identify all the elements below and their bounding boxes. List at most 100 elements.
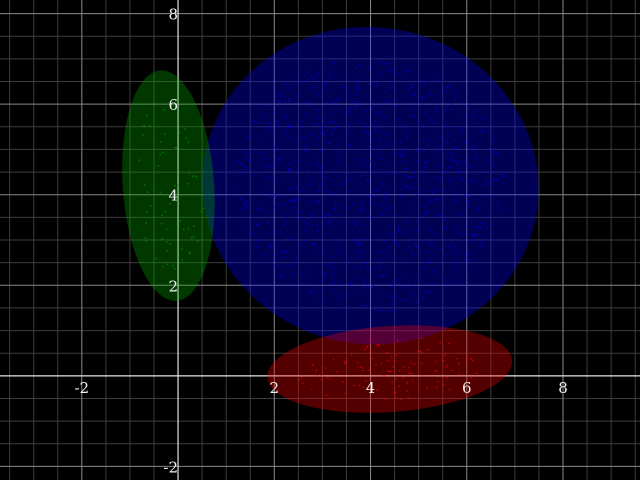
data-point [377,344,380,346]
data-point [290,198,293,201]
data-point [412,212,414,215]
data-point [322,90,325,93]
data-point [277,158,280,161]
data-point [362,74,365,77]
data-point [295,199,297,201]
data-point [420,253,422,255]
data-point [420,351,423,354]
data-point [428,94,431,96]
data-point [169,202,171,205]
data-point [256,223,259,226]
data-point [478,234,480,236]
data-point [451,133,453,136]
data-point [404,185,406,187]
data-point [349,191,351,193]
data-point [473,233,476,236]
data-point [288,83,291,86]
data-point [164,210,167,213]
data-point [160,222,163,225]
data-point [367,133,370,136]
data-point [453,201,456,204]
data-point [395,354,398,356]
data-point [323,223,326,226]
data-point [366,346,369,348]
data-point [462,102,465,104]
data-point [384,241,386,244]
data-point [388,232,391,235]
data-point [423,267,426,270]
data-point [431,283,433,286]
data-point [441,359,444,361]
data-point [246,207,249,209]
data-point [260,141,263,144]
data-point [333,207,336,210]
data-point [328,95,331,98]
data-point [294,140,297,143]
data-point [390,225,392,228]
data-point [458,232,460,234]
data-point [330,122,332,125]
data-point [389,283,391,286]
data-point [157,165,160,167]
data-point [366,115,369,118]
data-point [257,208,260,210]
data-point [326,129,329,132]
data-point [293,206,296,208]
data-point [410,83,413,86]
data-point [457,170,460,173]
data-point [396,67,399,70]
data-point [472,116,474,118]
data-point [174,184,176,187]
data-point [381,275,383,278]
data-point [414,244,417,247]
data-point [440,260,443,263]
data-point [240,161,243,164]
data-point [481,196,484,199]
data-point [303,239,306,242]
data-point [385,133,388,136]
data-point [378,168,381,170]
data-point [310,178,313,181]
data-point [412,204,415,207]
data-point [311,364,314,367]
data-point [484,224,487,227]
data-point [397,171,400,174]
data-point [481,221,484,224]
data-point [295,125,297,128]
data-point [324,264,327,266]
data-point [466,225,468,228]
data-point [446,105,448,107]
data-point [257,121,260,124]
tick-labels: -2 2 4 6 8 -2 2 4 6 8 [74,6,567,477]
data-point [393,360,395,363]
data-point [451,369,453,371]
data-point [449,178,451,180]
data-point [470,377,473,379]
data-point [429,243,431,246]
data-point [473,235,476,238]
data-point [418,119,421,122]
data-point [502,208,504,211]
data-point [443,354,446,357]
data-point [398,193,401,195]
data-point [425,212,428,215]
data-point [363,109,366,112]
data-point [319,172,322,175]
data-point [377,300,380,303]
data-point [358,79,360,82]
data-point [401,154,403,157]
data-point [436,94,439,96]
data-point [344,86,347,89]
data-point [181,259,183,261]
data-point [334,144,337,147]
data-point [360,290,363,293]
data-point [388,246,391,249]
data-point [442,282,445,285]
data-point [320,185,323,188]
data-point [189,251,191,253]
data-point [389,62,392,65]
data-point [288,87,290,90]
data-point [389,68,392,71]
data-point [362,116,365,119]
